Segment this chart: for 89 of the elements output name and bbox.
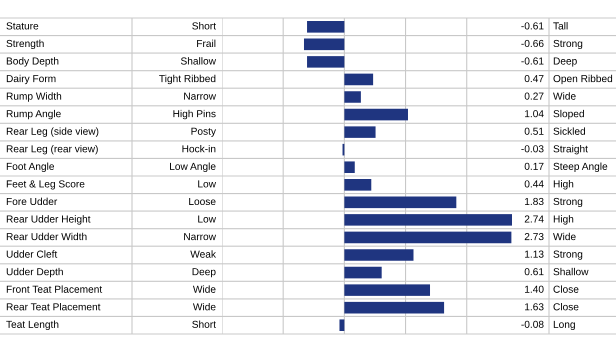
bar [339,319,344,332]
bar [307,20,344,33]
text: Hock-in [182,144,216,152]
text: Strong [553,198,582,208]
y-tick-label: Rear Leg (side view) [6,127,98,137]
data-label: -0.61 [521,57,544,65]
text: Loose [189,198,216,206]
text: Long [554,320,575,330]
text: Short [192,320,216,328]
text: Short [192,22,216,30]
text: Strong [553,40,582,50]
bar [304,38,344,50]
y-tick-label: Front Teat Placement [6,285,102,293]
text: Wide [192,285,216,293]
data-label: -0.03 [521,145,544,152]
bar [344,178,372,191]
text: Deep [554,58,577,67]
y-tick-label: Teat Length [6,320,58,330]
y-tick-label: Rear Leg (rear view) [6,144,98,154]
y-tick-label: Feet & Leg Score [6,180,84,190]
data-label: 0.27 [524,92,544,100]
y-tick-label: Rear Udder Width [6,232,86,240]
bar [344,266,382,278]
y-tick-label: Rump Width [6,92,62,102]
text: Wide [192,302,216,310]
text: Sloped [553,110,584,120]
data-label: 0.61 [524,268,544,276]
y-tick-label: Rear Udder Height [6,215,90,225]
data-label: 0.44 [524,180,544,188]
y-tick-label: Rump Angle [6,110,61,120]
y-tick-label: Fore Udder [6,198,58,206]
bar [344,108,408,120]
bar [344,161,355,174]
text: Shallow [180,57,216,65]
data-label: -0.61 [521,22,544,30]
text: Weak [190,250,216,258]
text: Frail [197,40,216,48]
text: Tall [553,22,568,30]
text: High Pins [173,110,216,120]
text: Close [554,302,578,310]
y-tick-label: Dairy Form [6,74,56,84]
data-label: 0.17 [524,162,544,170]
data-label: 1.13 [525,250,544,258]
text: Narrow [184,233,216,240]
text: Steep Angle [553,162,608,172]
text: Low [198,216,216,223]
data-label: 1.63 [525,303,544,310]
y-tick-label: Body Depth [6,57,58,67]
text: Open Ribbed [553,74,612,84]
text: Shallow [553,268,589,276]
bar [344,74,374,86]
y-tick-label: Rear Teat Placement [6,302,100,310]
data-label: 1.83 [525,198,544,206]
text: Wide [553,232,576,240]
text: High [554,180,574,190]
data-label: 1.40 [525,286,544,293]
data-label: 0.51 [524,128,544,135]
y-tick-label: Udder Depth [6,268,63,278]
data-label: -0.08 [521,320,544,328]
data-label: 0.47 [524,74,544,82]
text: Strong [553,250,582,260]
bar [344,126,376,138]
text: Deep [192,268,216,278]
bar [344,302,444,314]
bar [307,56,344,68]
text: Close [554,285,578,293]
y-tick-label: Foot Angle [6,162,54,172]
text: Straight [553,144,588,154]
y-tick-label: Udder Cleft [6,250,58,258]
text: Posty [191,128,216,137]
text: Wide [553,92,576,100]
data-label: 1.04 [525,110,544,118]
y-tick-label: Stature [6,22,38,30]
bar [344,232,512,244]
text: Tight Ribbed [159,74,216,84]
data-label: 2.74 [524,215,544,223]
text: Sickled [553,127,586,135]
bar [344,249,414,261]
text: Low Angle [170,162,216,172]
text: High [554,215,574,225]
data-label: -0.66 [521,40,544,48]
text: Narrow [184,92,216,100]
y-tick-label: Strength [6,40,44,50]
bar [344,196,456,208]
bar [344,284,430,296]
bar [344,91,361,103]
text: Low [198,180,216,188]
data-label: 2.73 [524,232,544,240]
bar [344,214,512,226]
